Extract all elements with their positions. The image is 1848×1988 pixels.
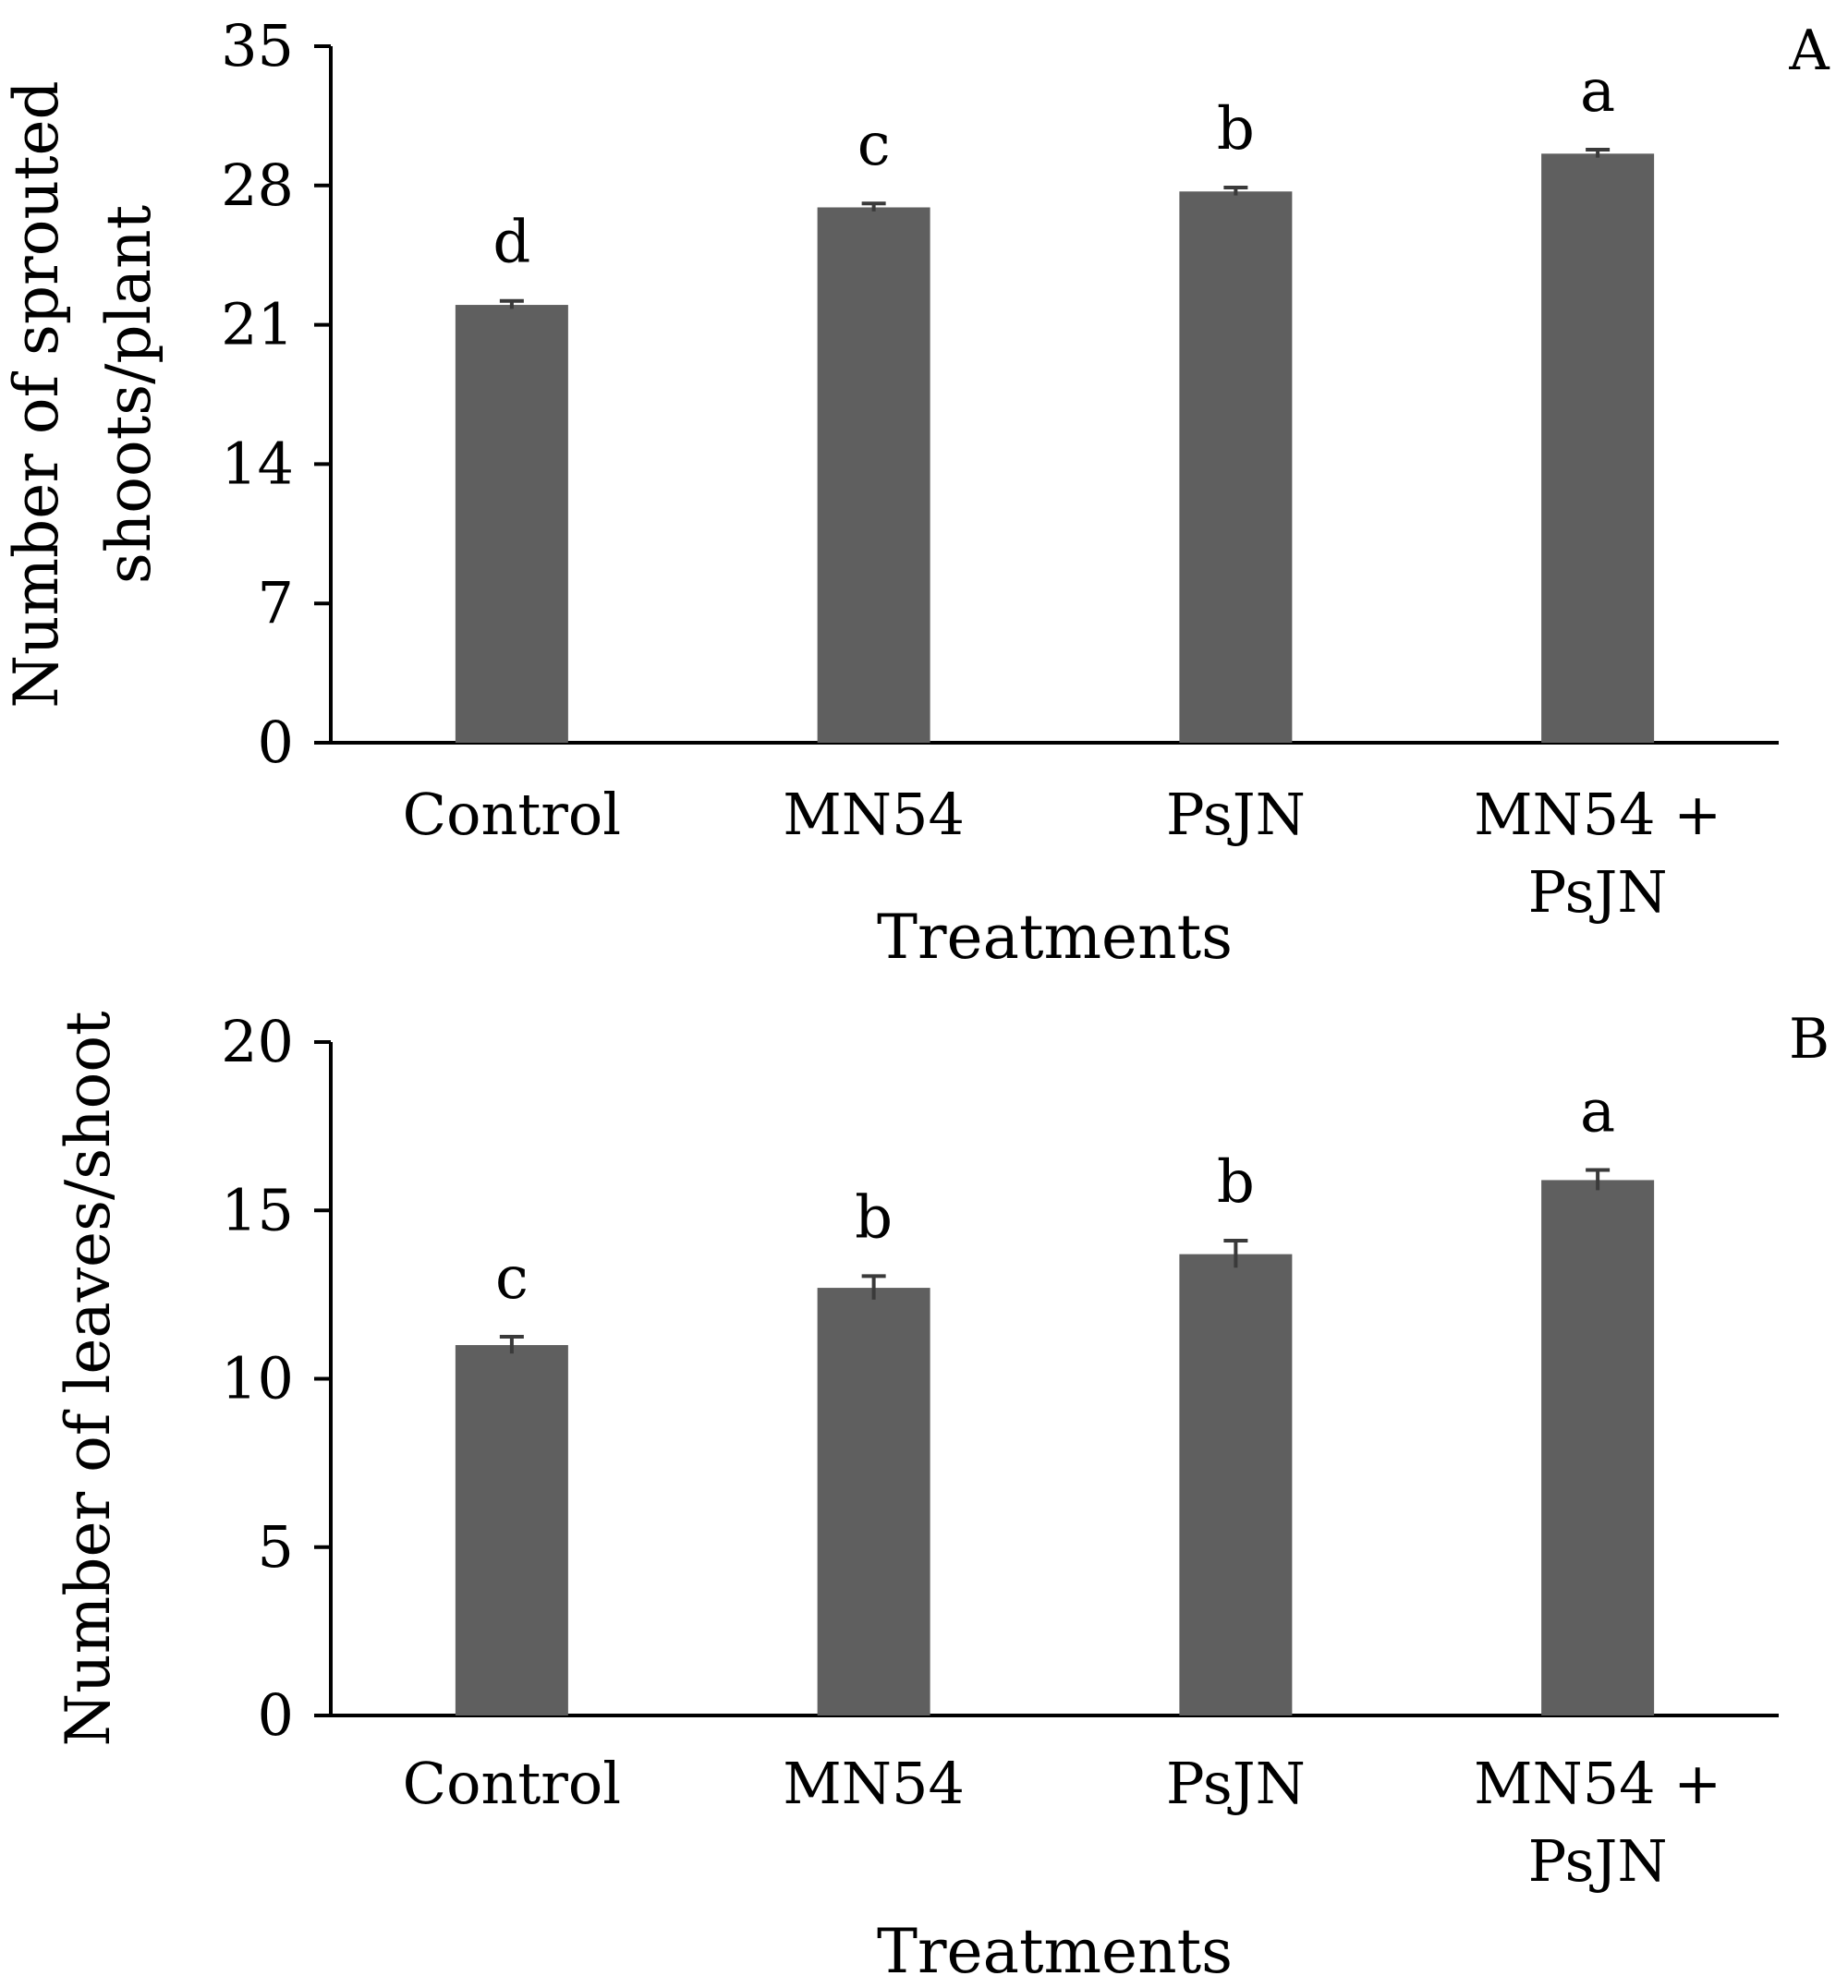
y-tick-label: 0 xyxy=(258,709,294,776)
x-tick-label-line: PsJN xyxy=(1166,1750,1306,1817)
x-tick-label: MN54 + PsJN xyxy=(1474,1750,1721,1895)
x-tick-label: Control xyxy=(403,781,621,848)
x-tick-label: PsJN xyxy=(1166,781,1306,848)
bar-a-4 xyxy=(1541,153,1655,743)
significance-letter: b xyxy=(1217,1148,1255,1217)
y-axis-title-line: Number of sprouted xyxy=(1,80,72,709)
y-tick-label: 20 xyxy=(221,1008,294,1075)
y-tick-label: 21 xyxy=(221,291,294,358)
x-tick-label: MN54 + PsJN xyxy=(1474,781,1721,926)
x-tick-label-line: PsJN xyxy=(1528,1827,1668,1895)
x-tick-label-line: Control xyxy=(403,1750,621,1817)
y-tick-label: 7 xyxy=(258,569,294,636)
significance-letter: b xyxy=(855,1183,893,1252)
x-tick-label-line: PsJN xyxy=(1166,781,1306,848)
x-tick-label-line: MN54 + xyxy=(1474,781,1721,848)
significance-letter: a xyxy=(1580,57,1615,126)
y-tick-label: 10 xyxy=(221,1345,294,1412)
y-tick-label: 15 xyxy=(221,1176,294,1243)
x-tick-label: Control xyxy=(403,1750,621,1817)
bar-b-3 xyxy=(1179,1254,1293,1715)
x-axis-title: Treatments xyxy=(877,902,1233,973)
x-tick-label-line: MN54 + xyxy=(1474,1750,1721,1817)
chart-panel-b: 0 5 10 15 20 c Control b MN54 b PsJN a MN54 + PsJN Tre… xyxy=(53,1007,1830,1987)
significance-letter: b xyxy=(1217,95,1255,164)
y-axis-title: Number of sprouted shoots/plant xyxy=(1,80,164,709)
x-axis-title: Treatments xyxy=(877,1916,1233,1987)
bar-a-1 xyxy=(455,305,568,743)
x-tick-label-line: MN54 xyxy=(783,781,965,848)
x-tick-label: MN54 xyxy=(783,781,965,848)
x-tick-label-line: Control xyxy=(403,781,621,848)
y-tick-label: 35 xyxy=(221,12,294,79)
x-tick-label-line: PsJN xyxy=(1528,858,1668,926)
bar-b-2 xyxy=(817,1288,930,1715)
bar-a-2 xyxy=(817,207,930,744)
panel-label: A xyxy=(1788,18,1830,83)
x-tick-label: PsJN xyxy=(1166,1750,1306,1817)
significance-letter: c xyxy=(857,111,891,179)
bar-a-3 xyxy=(1179,191,1293,743)
chart-panel-a: 0 7 14 21 28 35 d Control c MN54 b PsJN a MN54 + PsJN T… xyxy=(1,12,1830,973)
significance-letter: a xyxy=(1580,1078,1615,1146)
y-axis-title-line: Number of leaves/shoot xyxy=(53,1011,124,1746)
panel-label: B xyxy=(1789,1007,1830,1072)
significance-letter: c xyxy=(495,1244,529,1313)
x-tick-label-line: MN54 xyxy=(783,1750,965,1817)
y-axis-title: Number of leaves/shoot xyxy=(53,1011,124,1746)
y-tick-label: 14 xyxy=(221,430,294,497)
significance-letter: d xyxy=(492,209,530,277)
y-tick-label: 5 xyxy=(258,1513,294,1581)
y-tick-label: 0 xyxy=(258,1681,294,1749)
bar-b-4 xyxy=(1541,1180,1655,1715)
x-tick-label: MN54 xyxy=(783,1750,965,1817)
bar-b-1 xyxy=(455,1345,568,1715)
y-axis-title-line: shoots/plant xyxy=(93,205,164,584)
y-tick-label: 28 xyxy=(221,152,294,219)
